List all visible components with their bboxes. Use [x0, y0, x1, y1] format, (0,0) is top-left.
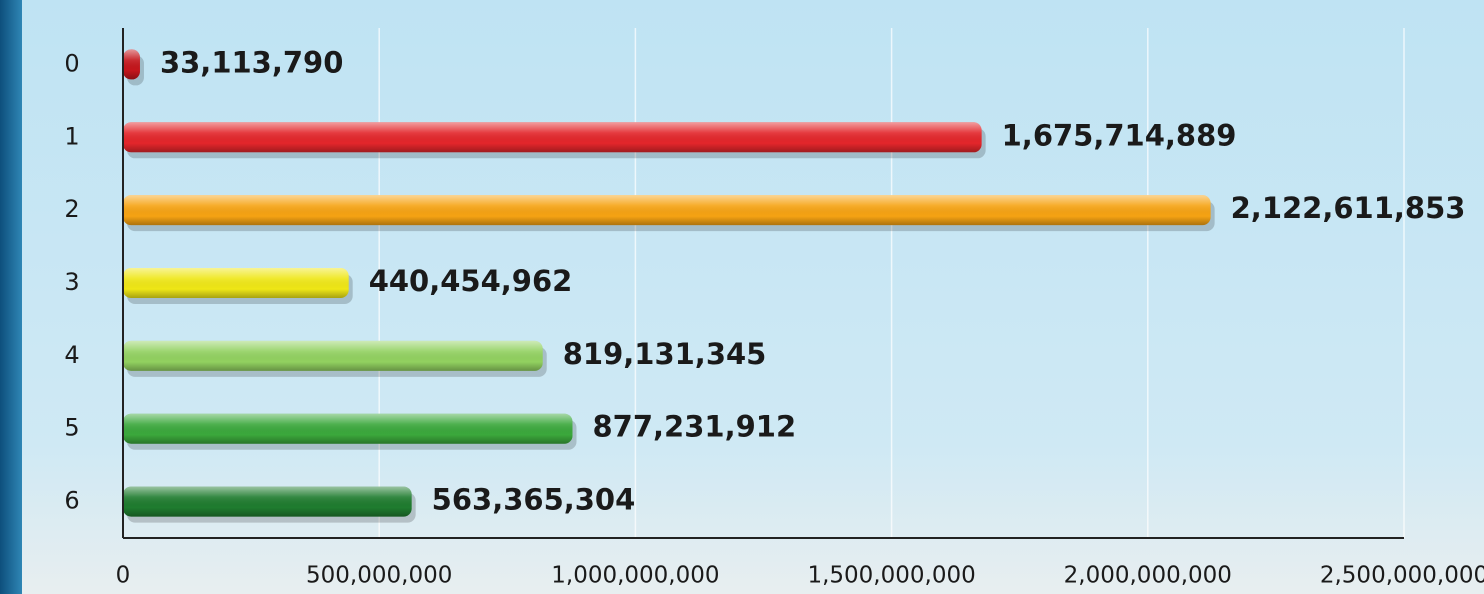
x-tick-label: 0	[116, 563, 131, 589]
y-tick-label: 6	[64, 487, 79, 515]
x-tick-label: 1,500,000,000	[807, 563, 975, 589]
x-tick-label: 2,500,000,000	[1320, 563, 1484, 589]
bar-shine	[123, 414, 572, 444]
bar-shine	[123, 268, 349, 298]
bar-shine	[123, 122, 982, 152]
value-label: 563,365,304	[432, 483, 636, 517]
bar-shine	[123, 49, 140, 79]
x-tick-label: 500,000,000	[306, 563, 452, 589]
value-label: 440,454,962	[369, 264, 573, 298]
x-tick-label: 1,000,000,000	[551, 563, 719, 589]
y-tick-label: 2	[64, 195, 79, 223]
value-label: 2,122,611,853	[1231, 191, 1466, 225]
value-label: 33,113,790	[160, 45, 343, 79]
bar-shine	[123, 341, 543, 371]
y-tick-label: 4	[64, 341, 79, 369]
y-tick-label: 5	[64, 414, 79, 442]
chart: 0 500,000,000 1,000,000,000 1,500,000,000 2,…	[0, 0, 1484, 594]
y-tick-label: 1	[64, 122, 79, 150]
bar-shine	[123, 487, 412, 517]
x-tick-label: 2,000,000,000	[1064, 563, 1232, 589]
page: {"chart_data": { "type": "barh", "catego…	[0, 0, 1484, 594]
value-label: 819,131,345	[563, 337, 767, 371]
y-tick-label: 0	[64, 49, 79, 77]
y-tick-label: 3	[64, 268, 79, 296]
bar-shine	[123, 195, 1211, 225]
left-strip	[0, 0, 22, 594]
value-label: 877,231,912	[592, 410, 796, 444]
value-label: 1,675,714,889	[1002, 118, 1237, 152]
